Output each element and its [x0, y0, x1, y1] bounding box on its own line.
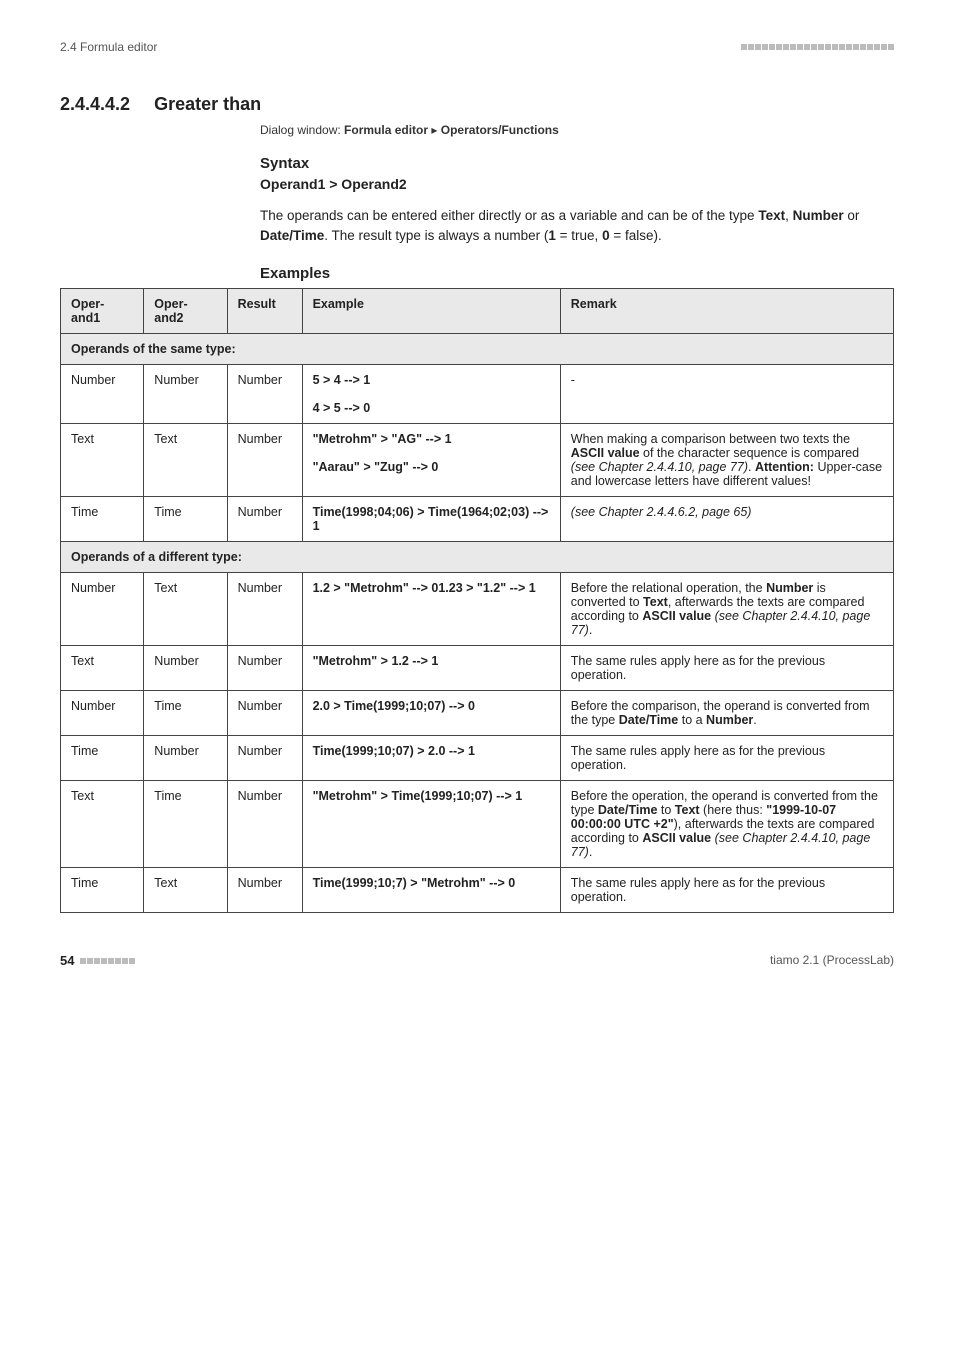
- cell-op2: Text: [144, 867, 227, 912]
- dialog-prefix: Dialog window:: [260, 123, 344, 137]
- cell-op1: Time: [61, 867, 144, 912]
- section-title: Greater than: [154, 94, 261, 115]
- cell-res: Number: [227, 735, 302, 780]
- para-text-1: The operands can be entered either direc…: [260, 208, 758, 223]
- page-footer: 54 tiamo 2.1 (ProcessLab): [60, 953, 894, 968]
- cell-example: Time(1999;10;07) > 2.0 --> 1: [302, 735, 560, 780]
- section-header: 2.4.4.4.2 Greater than: [60, 94, 894, 115]
- table-row: NumberTimeNumber2.0 > Time(1999;10;07) -…: [61, 690, 894, 735]
- cell-op2: Number: [144, 364, 227, 423]
- cell-op2: Number: [144, 645, 227, 690]
- dialog-sep: ▸: [428, 123, 441, 137]
- table-header-row: Oper-and1 Oper-and2 Result Example Remar…: [61, 288, 894, 333]
- cell-res: Number: [227, 423, 302, 496]
- cell-example: Time(1998;04;06) > Time(1964;02;03) --> …: [302, 496, 560, 541]
- cell-op2: Number: [144, 735, 227, 780]
- table-row: NumberTextNumber1.2 > "Metrohm" --> 01.2…: [61, 572, 894, 645]
- cell-op2: Text: [144, 572, 227, 645]
- table-row: TextNumberNumber"Metrohm" > 1.2 --> 1The…: [61, 645, 894, 690]
- cell-remark: Before the relational operation, the Num…: [560, 572, 893, 645]
- para-type-number: Number: [793, 208, 844, 223]
- cell-example: "Metrohm" > Time(1999;10;07) --> 1: [302, 780, 560, 867]
- para-true-val: 1: [548, 228, 556, 243]
- cell-res: Number: [227, 867, 302, 912]
- cell-remark: -: [560, 364, 893, 423]
- cell-example: 1.2 > "Metrohm" --> 01.23 > "1.2" --> 1: [302, 572, 560, 645]
- group-label: Operands of a different type:: [61, 541, 894, 572]
- syntax-expression: Operand1 > Operand2: [260, 176, 894, 192]
- table-group-row: Operands of the same type:: [61, 333, 894, 364]
- examples-heading: Examples: [260, 265, 894, 282]
- para-or: or: [844, 208, 860, 223]
- cell-op1: Number: [61, 572, 144, 645]
- th-result: Result: [227, 288, 302, 333]
- cell-res: Number: [227, 780, 302, 867]
- cell-remark: Before the comparison, the operand is co…: [560, 690, 893, 735]
- th-example: Example: [302, 288, 560, 333]
- cell-op1: Number: [61, 364, 144, 423]
- cell-res: Number: [227, 364, 302, 423]
- cell-op1: Text: [61, 780, 144, 867]
- para-text-2e: = false).: [610, 228, 662, 243]
- dialog-bold-1: Formula editor: [344, 123, 428, 137]
- cell-res: Number: [227, 690, 302, 735]
- table-row: TimeNumberNumberTime(1999;10;07) > 2.0 -…: [61, 735, 894, 780]
- para-text-2c: = true,: [556, 228, 602, 243]
- cell-op2: Text: [144, 423, 227, 496]
- para-type-datetime: Date/Time: [260, 228, 324, 243]
- para-text-2a: . The result type is always a number (: [324, 228, 548, 243]
- cell-op2: Time: [144, 690, 227, 735]
- group-label: Operands of the same type:: [61, 333, 894, 364]
- cell-example: 5 > 4 --> 14 > 5 --> 0: [302, 364, 560, 423]
- table-group-row: Operands of a different type:: [61, 541, 894, 572]
- cell-remark: The same rules apply here as for the pre…: [560, 645, 893, 690]
- footer-right: tiamo 2.1 (ProcessLab): [770, 953, 894, 967]
- cell-res: Number: [227, 645, 302, 690]
- th-operand1: Oper-and1: [61, 288, 144, 333]
- table-row: TextTimeNumber"Metrohm" > Time(1999;10;0…: [61, 780, 894, 867]
- para-type-text: Text: [758, 208, 785, 223]
- table-row: TimeTimeNumberTime(1998;04;06) > Time(19…: [61, 496, 894, 541]
- cell-example: 2.0 > Time(1999;10;07) --> 0: [302, 690, 560, 735]
- cell-op2: Time: [144, 780, 227, 867]
- cell-op1: Time: [61, 735, 144, 780]
- para-comma-1: ,: [785, 208, 793, 223]
- syntax-heading: Syntax: [260, 155, 894, 172]
- page-number: 54: [60, 953, 74, 968]
- cell-remark: The same rules apply here as for the pre…: [560, 867, 893, 912]
- dialog-bold-2: Operators/Functions: [441, 123, 559, 137]
- th-operand2: Oper-and2: [144, 288, 227, 333]
- running-head: 2.4 Formula editor: [60, 40, 894, 54]
- description-paragraph: The operands can be entered either direc…: [260, 206, 894, 247]
- table-row: TimeTextNumberTime(1999;10;7) > "Metrohm…: [61, 867, 894, 912]
- header-decoration: [741, 44, 894, 50]
- cell-res: Number: [227, 572, 302, 645]
- cell-remark: When making a comparison between two tex…: [560, 423, 893, 496]
- cell-example: "Metrohm" > 1.2 --> 1: [302, 645, 560, 690]
- cell-example: Time(1999;10;7) > "Metrohm" --> 0: [302, 867, 560, 912]
- th-remark: Remark: [560, 288, 893, 333]
- cell-remark: Before the operation, the operand is con…: [560, 780, 893, 867]
- examples-table: Oper-and1 Oper-and2 Result Example Remar…: [60, 288, 894, 913]
- cell-op2: Time: [144, 496, 227, 541]
- cell-remark: The same rules apply here as for the pre…: [560, 735, 893, 780]
- cell-example: "Metrohm" > "AG" --> 1"Aarau" > "Zug" --…: [302, 423, 560, 496]
- cell-op1: Time: [61, 496, 144, 541]
- cell-op1: Text: [61, 423, 144, 496]
- table-body: Operands of the same type:NumberNumberNu…: [61, 333, 894, 912]
- table-row: NumberNumberNumber5 > 4 --> 14 > 5 --> 0…: [61, 364, 894, 423]
- dialog-window-line: Dialog window: Formula editor ▸ Operator…: [260, 123, 894, 137]
- cell-op1: Text: [61, 645, 144, 690]
- running-head-left: 2.4 Formula editor: [60, 40, 157, 54]
- cell-remark: (see Chapter 2.4.4.6.2, page 65): [560, 496, 893, 541]
- section-number: 2.4.4.4.2: [60, 94, 130, 115]
- cell-op1: Number: [61, 690, 144, 735]
- para-false-val: 0: [602, 228, 610, 243]
- table-row: TextTextNumber"Metrohm" > "AG" --> 1"Aar…: [61, 423, 894, 496]
- cell-res: Number: [227, 496, 302, 541]
- footer-decoration: [80, 953, 136, 967]
